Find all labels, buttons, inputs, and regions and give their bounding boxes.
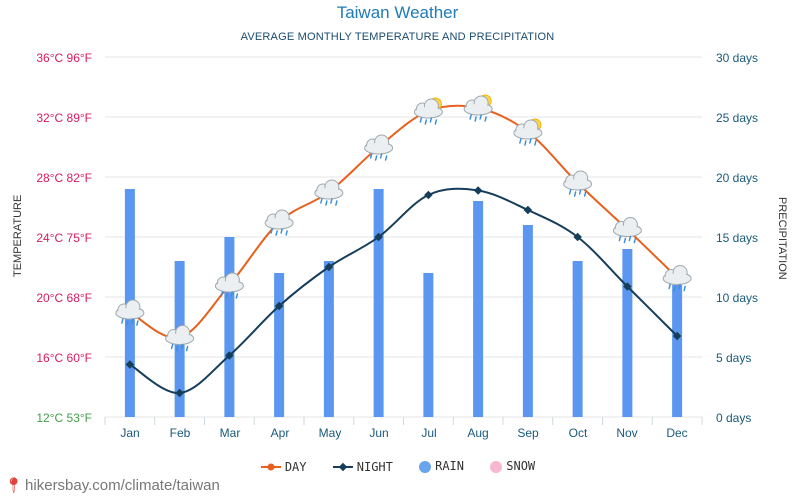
rain-cloud-icon — [662, 265, 692, 292]
right-tick-label: 5 days — [716, 351, 752, 365]
month-label: Dec — [666, 426, 688, 440]
legend-item-day[interactable]: DAY — [260, 460, 307, 474]
left-tick-label: 12°C 53°F — [36, 411, 92, 425]
night-point — [374, 232, 383, 242]
rain-cloud-icon — [364, 134, 394, 161]
right-tick-label: 10 days — [716, 291, 759, 305]
rain-cloud-icon — [165, 325, 195, 352]
night-point — [225, 351, 234, 360]
day-line — [129, 104, 678, 339]
month-label: Jan — [120, 426, 140, 440]
right-tick-label: 15 days — [716, 231, 759, 245]
night-line — [129, 187, 678, 395]
rain-bar — [423, 273, 434, 417]
legend-label-snow: SNOW — [506, 459, 536, 474]
rain-bar — [622, 249, 633, 417]
rain-bar — [373, 189, 384, 417]
month-label: Jul — [421, 426, 437, 440]
left-tick-label: 32°C 89°F — [36, 111, 92, 125]
month-label: Apr — [270, 426, 290, 440]
sun-rain-cloud-icon — [513, 118, 543, 146]
rain-cloud-icon — [612, 217, 642, 244]
left-tick-label: 36°C 96°F — [36, 51, 92, 65]
night-point — [672, 331, 682, 341]
source-url: hikersbay.com/climate/taiwan — [25, 477, 220, 494]
right-tick-label: 20 days — [716, 171, 759, 185]
legend-label-day: DAY — [284, 459, 307, 474]
month-label: Aug — [467, 426, 489, 440]
day-line-icon — [260, 463, 281, 471]
legend-item-night[interactable]: NIGHT — [332, 460, 393, 474]
month-label: Oct — [568, 426, 588, 440]
rain-bar — [323, 261, 334, 417]
rain-bar — [672, 285, 683, 417]
night-point — [623, 282, 632, 291]
left-tick-label: 24°C 75°F — [36, 231, 92, 245]
night-point — [424, 190, 433, 200]
rain-cloud-icon — [214, 272, 244, 299]
night-point — [125, 360, 135, 369]
chart-title: Taiwan Weather — [336, 3, 459, 22]
left-tick-label: 28°C 82°F — [36, 171, 92, 185]
rain-bar — [224, 237, 235, 417]
month-label: Nov — [616, 426, 638, 440]
rain-cloud-icon — [115, 299, 145, 326]
month-label: Mar — [219, 426, 241, 440]
left-tick-label: 16°C 60°F — [36, 351, 92, 365]
right-tick-label: 25 days — [716, 111, 759, 125]
rain-cloud-icon — [563, 170, 593, 197]
month-label: May — [318, 426, 342, 440]
right-tick-label: 30 days — [716, 51, 759, 65]
legend-item-rain[interactable]: RAIN — [418, 459, 464, 474]
rain-dot-icon — [419, 460, 432, 473]
left-tick-label: 20°C 68°F — [36, 291, 92, 305]
night-line-icon — [332, 462, 353, 472]
rain-bar — [572, 261, 583, 417]
chart-legend: DAY NIGHT RAIN SNOW — [0, 459, 795, 474]
legend-label-night: NIGHT — [356, 459, 393, 474]
night-point — [473, 186, 483, 195]
snow-dot-icon — [490, 460, 503, 473]
sun-rain-cloud-icon — [463, 94, 493, 122]
night-point — [523, 205, 533, 215]
sun-rain-cloud-icon — [413, 97, 443, 125]
rain-bar — [274, 273, 285, 417]
chart-subtitle: AVERAGE MONTHLY TEMPERATURE AND PRECIPIT… — [240, 31, 555, 43]
right-tick-label: 0 days — [716, 411, 752, 425]
rain-bar — [522, 225, 533, 417]
night-point — [175, 388, 184, 398]
month-label: Jun — [369, 426, 389, 440]
rain-bar — [473, 201, 484, 417]
rain-cloud-icon — [264, 209, 294, 236]
month-label: Sep — [517, 426, 539, 440]
rain-cloud-icon — [314, 179, 344, 206]
month-label: Feb — [169, 426, 191, 440]
night-point — [274, 301, 284, 311]
legend-label-rain: RAIN — [435, 459, 465, 474]
night-point — [324, 262, 334, 272]
map-pin-icon: 📍︎ — [4, 477, 24, 494]
legend-item-snow[interactable]: SNOW — [489, 459, 535, 474]
source-link[interactable]: 📍︎ hikersbay.com/climate/taiwan — [4, 476, 220, 494]
